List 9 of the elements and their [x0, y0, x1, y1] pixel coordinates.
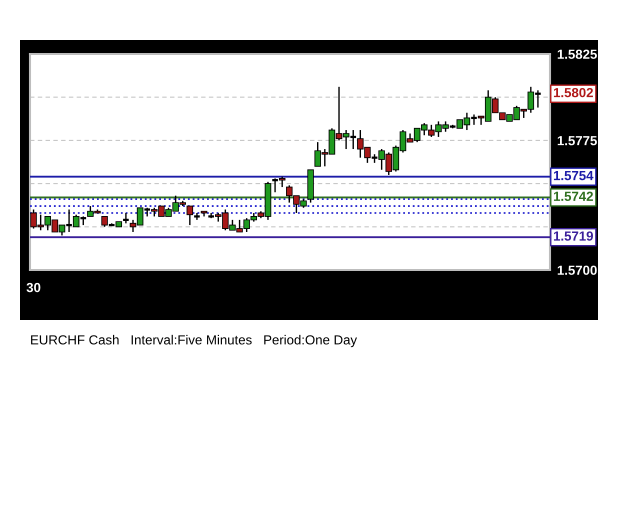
y-tick-label: 1.5700 [558, 266, 597, 275]
ref-line-label: 1.5742 [554, 192, 593, 201]
ref-line-label: 1.5754 [554, 171, 594, 180]
y-tick-label: 1.5775 [558, 136, 597, 146]
text: 1.5802 [554, 88, 593, 98]
x-tick-label: 30 [26, 282, 40, 292]
y-tick-label: 1.5825 [558, 50, 597, 59]
text: EURCHF Cash Interval:Five Minutes Period:One Day [31, 334, 358, 348]
ref-line-label: 1.5719 [554, 231, 593, 241]
